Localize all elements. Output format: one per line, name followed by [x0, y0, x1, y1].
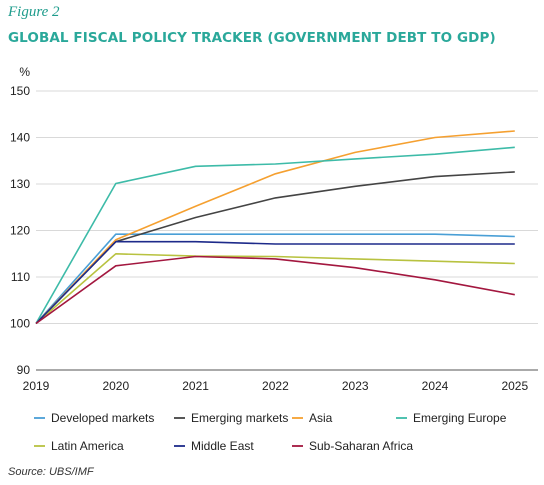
series-line-sub-saharan-africa	[35, 255, 515, 325]
legend-label-emerging-europe: Emerging Europe	[413, 411, 507, 425]
y-tick-label-140: 140	[10, 131, 30, 145]
series-lines	[35, 130, 515, 325]
chart-title: GLOBAL FISCAL POLICY TRACKER (GOVERNMENT…	[8, 30, 496, 46]
x-tick-label-2025: 2025	[501, 379, 528, 393]
gridlines	[36, 90, 538, 371]
y-tick-label-150: 150	[10, 84, 30, 98]
x-tick-label-2024: 2024	[422, 379, 449, 393]
x-axis-labels: 2019 2020 2021 2022 2023 2024 2025	[23, 379, 529, 393]
series-line-asia	[35, 130, 515, 325]
legend-label-emerging-markets: Emerging markets	[191, 411, 288, 425]
series-line-emerging-europe	[35, 146, 515, 324]
legend-label-middle-east: Middle East	[191, 439, 254, 453]
legend-label-sub-saharan-africa: Sub-Saharan Africa	[309, 439, 413, 453]
x-tick-label-2020: 2020	[102, 379, 129, 393]
y-axis-labels: 90 100 110 120 130 140 150	[10, 84, 30, 377]
series-line-middle-east	[35, 240, 515, 325]
x-tick-label-2023: 2023	[342, 379, 369, 393]
y-axis-unit-label: %	[19, 65, 30, 79]
y-tick-label-90: 90	[17, 363, 31, 377]
source-note: Source: UBS/IMF	[8, 466, 94, 478]
y-tick-label-110: 110	[11, 270, 30, 284]
series-line-latin-america	[35, 253, 515, 325]
x-tick-label-2022: 2022	[262, 379, 289, 393]
figure-label: Figure 2	[8, 4, 60, 20]
legend-label-latin-america: Latin America	[51, 439, 124, 453]
y-tick-label-120: 120	[10, 224, 30, 238]
legend-label-developed-markets: Developed markets	[51, 411, 154, 425]
series-line-developed-markets	[35, 233, 515, 325]
legend-label-asia: Asia	[309, 411, 333, 425]
x-tick-label-2019: 2019	[23, 379, 50, 393]
legend: Developed markets Emerging markets Asia Eme…	[34, 411, 507, 453]
y-tick-label-130: 130	[10, 177, 30, 191]
y-tick-label-100: 100	[10, 317, 30, 331]
x-tick-label-2021: 2021	[182, 379, 209, 393]
